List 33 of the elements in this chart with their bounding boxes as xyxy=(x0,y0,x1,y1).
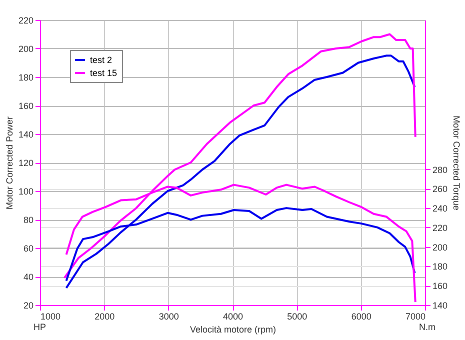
y-tick-label: 180 xyxy=(18,72,34,82)
y-tick-label: 200 xyxy=(18,44,34,54)
x-tick-label: 2000 xyxy=(94,312,115,322)
y2-tick-label: 220 xyxy=(432,222,448,233)
y2-tick-label: 180 xyxy=(432,262,448,272)
text: HP xyxy=(33,322,46,332)
text: N.m xyxy=(419,322,436,332)
y2-tick-label: 260 xyxy=(432,184,448,194)
x-axis-title: Velocità motore (rpm) xyxy=(190,324,276,334)
y-axis-title: Motor Corrected Power xyxy=(4,116,14,210)
y2-tick-label: 280 xyxy=(432,164,448,175)
y2-tick-label: 140 xyxy=(432,300,448,310)
x-tick-label: 6000 xyxy=(351,312,372,322)
legend-label: test 15 xyxy=(90,68,118,78)
y2-tick-label: 200 xyxy=(432,242,448,252)
y-tick-label: 160 xyxy=(18,101,34,111)
y-tick-label: 40 xyxy=(23,272,34,282)
x-tick-label: 7000 xyxy=(405,312,426,322)
y-tick-label: 60 xyxy=(23,244,34,254)
y2-axis-title: Motor Corrected Torque xyxy=(452,116,462,210)
y-tick-label: 140 xyxy=(18,130,34,140)
y-tick-label: 80 xyxy=(23,215,34,225)
y2-tick-label: 160 xyxy=(432,281,448,292)
x-tick-label: 5000 xyxy=(287,312,308,322)
y-tick-label: 120 xyxy=(18,158,34,168)
legend-label: test 2 xyxy=(90,55,112,65)
x-tick-label: 4000 xyxy=(222,312,244,322)
x-tick-label: 3000 xyxy=(158,312,179,322)
y2-tick-label: 240 xyxy=(432,204,448,214)
y-tick-label: 100 xyxy=(18,186,34,196)
y-tick-label: 20 xyxy=(23,300,34,310)
y-tick-label: 220 xyxy=(18,16,34,26)
x-tick-label: 1000 xyxy=(40,312,61,322)
